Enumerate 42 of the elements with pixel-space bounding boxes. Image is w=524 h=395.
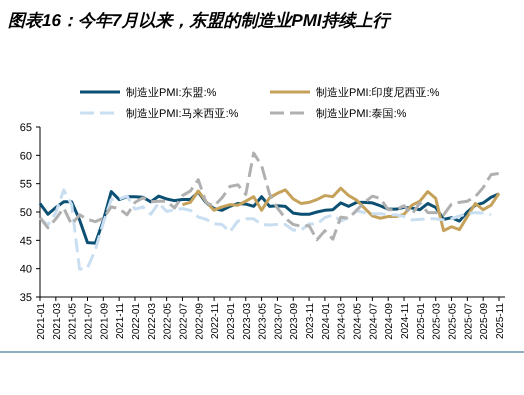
legend-label: 制造业PMI:马来西亚:% bbox=[126, 107, 239, 120]
y-tick-label: 45 bbox=[20, 235, 32, 248]
x-tick-label: 2022-07 bbox=[178, 302, 190, 340]
x-tick-label: 2025-09 bbox=[479, 302, 490, 340]
x-tick-label: 2022-11 bbox=[210, 302, 222, 339]
x-tick-label: 2022-03 bbox=[146, 302, 158, 340]
legend-label: 制造业PMI:东盟:% bbox=[126, 86, 217, 99]
x-tick-label: 2025-03 bbox=[432, 302, 443, 340]
x-tick-label: 2023-07 bbox=[273, 302, 284, 340]
x-tick-label: 2023-01 bbox=[226, 302, 237, 340]
x-tick-label: 2024-03 bbox=[336, 302, 348, 340]
x-tick-label: 2024-05 bbox=[352, 302, 364, 340]
y-tick-label: 55 bbox=[20, 178, 32, 191]
x-tick-label: 2025-01 bbox=[416, 302, 427, 340]
legend-label: 制造业PMI:印度尼西亚:% bbox=[316, 86, 440, 99]
y-tick-label: 50 bbox=[20, 207, 32, 219]
x-tick-label: 2022-09 bbox=[194, 302, 206, 340]
x-tick-label: 2021-05 bbox=[68, 302, 79, 340]
x-tick-label: 2023-05 bbox=[258, 302, 269, 340]
x-tick-label: 2021-01 bbox=[36, 302, 47, 340]
x-tick-label: 2022-05 bbox=[162, 302, 174, 340]
x-tick-label: 2025-07 bbox=[463, 302, 474, 340]
chart-title: 图表16：今年7月以来，东盟的制造业PMI持续上行 bbox=[8, 11, 393, 30]
x-tick-label: 2023-09 bbox=[289, 302, 300, 340]
x-tick-label: 2023-11 bbox=[305, 302, 316, 339]
x-tick-label: 2024-11 bbox=[400, 302, 412, 339]
x-tick-label: 2022-01 bbox=[130, 302, 142, 340]
x-tick-label: 2024-09 bbox=[384, 302, 396, 340]
x-tick-label: 2025-05 bbox=[448, 302, 459, 340]
legend-label: 制造业PMI:泰国:% bbox=[316, 107, 407, 120]
x-tick-label: 2024-07 bbox=[368, 302, 380, 340]
y-tick-label: 35 bbox=[20, 292, 32, 304]
y-tick-label: 60 bbox=[20, 150, 32, 162]
x-tick-label: 2021-11 bbox=[115, 302, 126, 339]
x-tick-label: 2023-03 bbox=[242, 302, 253, 340]
x-tick-label: 2024-01 bbox=[320, 302, 332, 340]
y-tick-label: 40 bbox=[20, 264, 32, 276]
x-tick-label: 2021-09 bbox=[99, 302, 110, 340]
x-tick-label: 2021-07 bbox=[83, 302, 94, 340]
x-tick-label: 2021-03 bbox=[52, 302, 63, 340]
x-tick-label: 2025-11 bbox=[495, 302, 506, 339]
y-tick-label: 65 bbox=[20, 122, 32, 134]
